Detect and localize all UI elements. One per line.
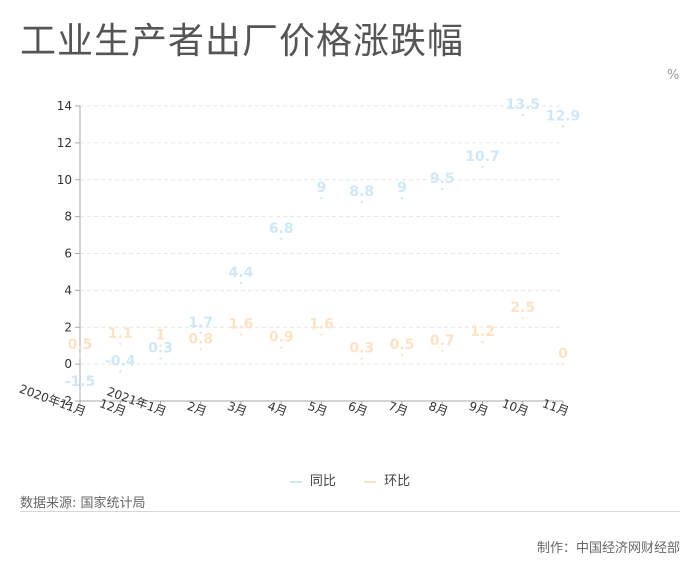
data-point xyxy=(239,281,243,285)
data-point xyxy=(199,348,202,351)
x-tick-label: 9月 xyxy=(467,399,490,419)
data-label: 0.3 xyxy=(349,341,374,357)
data-point xyxy=(400,196,404,200)
x-tick-label: 10月 xyxy=(500,396,530,418)
data-point xyxy=(521,316,524,320)
legend-label-series-1: 同比 xyxy=(309,474,336,489)
legend-swatch-series-2 xyxy=(364,480,377,483)
legend-item-series-1[interactable]: 同比 xyxy=(289,470,336,489)
data-point xyxy=(360,357,363,360)
data-label: 1.1 xyxy=(108,326,133,342)
data-point xyxy=(441,350,444,353)
footer-divider xyxy=(20,511,680,512)
legend-label-series-2: 环比 xyxy=(384,474,411,489)
data-label: 13.5 xyxy=(505,97,540,113)
data-label: 9 xyxy=(317,180,327,196)
data-point xyxy=(280,237,283,240)
data-point xyxy=(360,200,363,204)
y-tick-label: 2 xyxy=(64,320,72,334)
data-source: 数据来源: 国家统计局 xyxy=(20,496,146,511)
y-tick-label: 12 xyxy=(57,136,72,150)
data-label: 0.5 xyxy=(390,337,415,353)
data-point xyxy=(239,333,243,336)
data-point xyxy=(320,333,323,336)
data-point xyxy=(159,357,162,360)
x-tick-label: 5月 xyxy=(306,399,329,419)
data-point xyxy=(119,370,122,373)
data-label: 0.9 xyxy=(269,330,294,346)
series-marks xyxy=(78,114,565,393)
data-point xyxy=(521,114,524,117)
x-tick-label: 4月 xyxy=(266,399,289,419)
data-label: 1 xyxy=(156,328,166,344)
x-tick-label: 2月 xyxy=(185,399,208,419)
data-label: 4.4 xyxy=(229,265,254,281)
data-label: 1.7 xyxy=(188,315,213,331)
y-tick-label: 10 xyxy=(57,173,72,187)
data-label: 1.2 xyxy=(470,324,495,340)
data-point xyxy=(159,344,162,347)
y-tick-label: 0 xyxy=(64,357,72,371)
data-label: 1.6 xyxy=(309,317,334,333)
x-tick-label: 11月 xyxy=(540,396,570,418)
chart-title: 工业生产者出厂价格涨跌幅 xyxy=(20,21,465,62)
y-tick-label: 14 xyxy=(57,99,72,113)
data-point xyxy=(280,346,283,349)
data-label: 9.5 xyxy=(430,171,455,187)
data-point xyxy=(400,353,404,357)
y-tick-label: -2 xyxy=(60,394,72,408)
legend-swatch-series-1 xyxy=(289,480,302,483)
data-label: 8.8 xyxy=(349,184,374,200)
data-label: 12.9 xyxy=(546,108,581,124)
data-point xyxy=(78,353,82,357)
y-tick-label: 8 xyxy=(64,210,72,224)
data-label: 10.7 xyxy=(465,149,500,165)
x-tick-label: 6月 xyxy=(346,399,369,419)
data-label: 0.8 xyxy=(188,331,213,347)
data-point xyxy=(320,196,323,200)
data-label: 1.6 xyxy=(229,317,254,333)
legend: 同比 环比 xyxy=(0,470,700,489)
data-label: 2.5 xyxy=(510,300,535,316)
data-label: 9 xyxy=(397,180,407,196)
data-label: -1.5 xyxy=(65,374,96,390)
data-point xyxy=(78,390,82,393)
data-label: 6.8 xyxy=(269,221,294,237)
data-labels: -1.5-0.40.31.74.46.89 8.8 99.510.713.512.9… xyxy=(65,97,581,390)
y-tick-label: 6 xyxy=(64,247,72,261)
data-point xyxy=(481,165,484,169)
data-label: 0.7 xyxy=(430,333,455,349)
legend-item-series-2[interactable]: 环比 xyxy=(364,470,410,489)
x-tick-label: 8月 xyxy=(427,399,450,419)
data-label: 0.5 xyxy=(68,337,93,353)
x-tick-label: 7月 xyxy=(387,399,410,419)
data-label: 0.3 xyxy=(148,341,173,357)
x-tick-label: 3月 xyxy=(226,399,249,419)
unit-label: % xyxy=(667,68,680,83)
y-tick-label: 4 xyxy=(64,283,72,297)
data-label: -0.4 xyxy=(105,354,136,370)
data-label: 0 xyxy=(558,346,568,362)
data-point xyxy=(561,362,565,366)
data-point xyxy=(199,331,202,334)
data-point xyxy=(561,125,565,128)
grid-lines xyxy=(80,105,563,365)
data-point xyxy=(481,340,484,344)
data-point xyxy=(441,187,444,191)
credit-text: 制作：中国经济网财经部 xyxy=(536,541,680,556)
data-point xyxy=(119,342,122,346)
